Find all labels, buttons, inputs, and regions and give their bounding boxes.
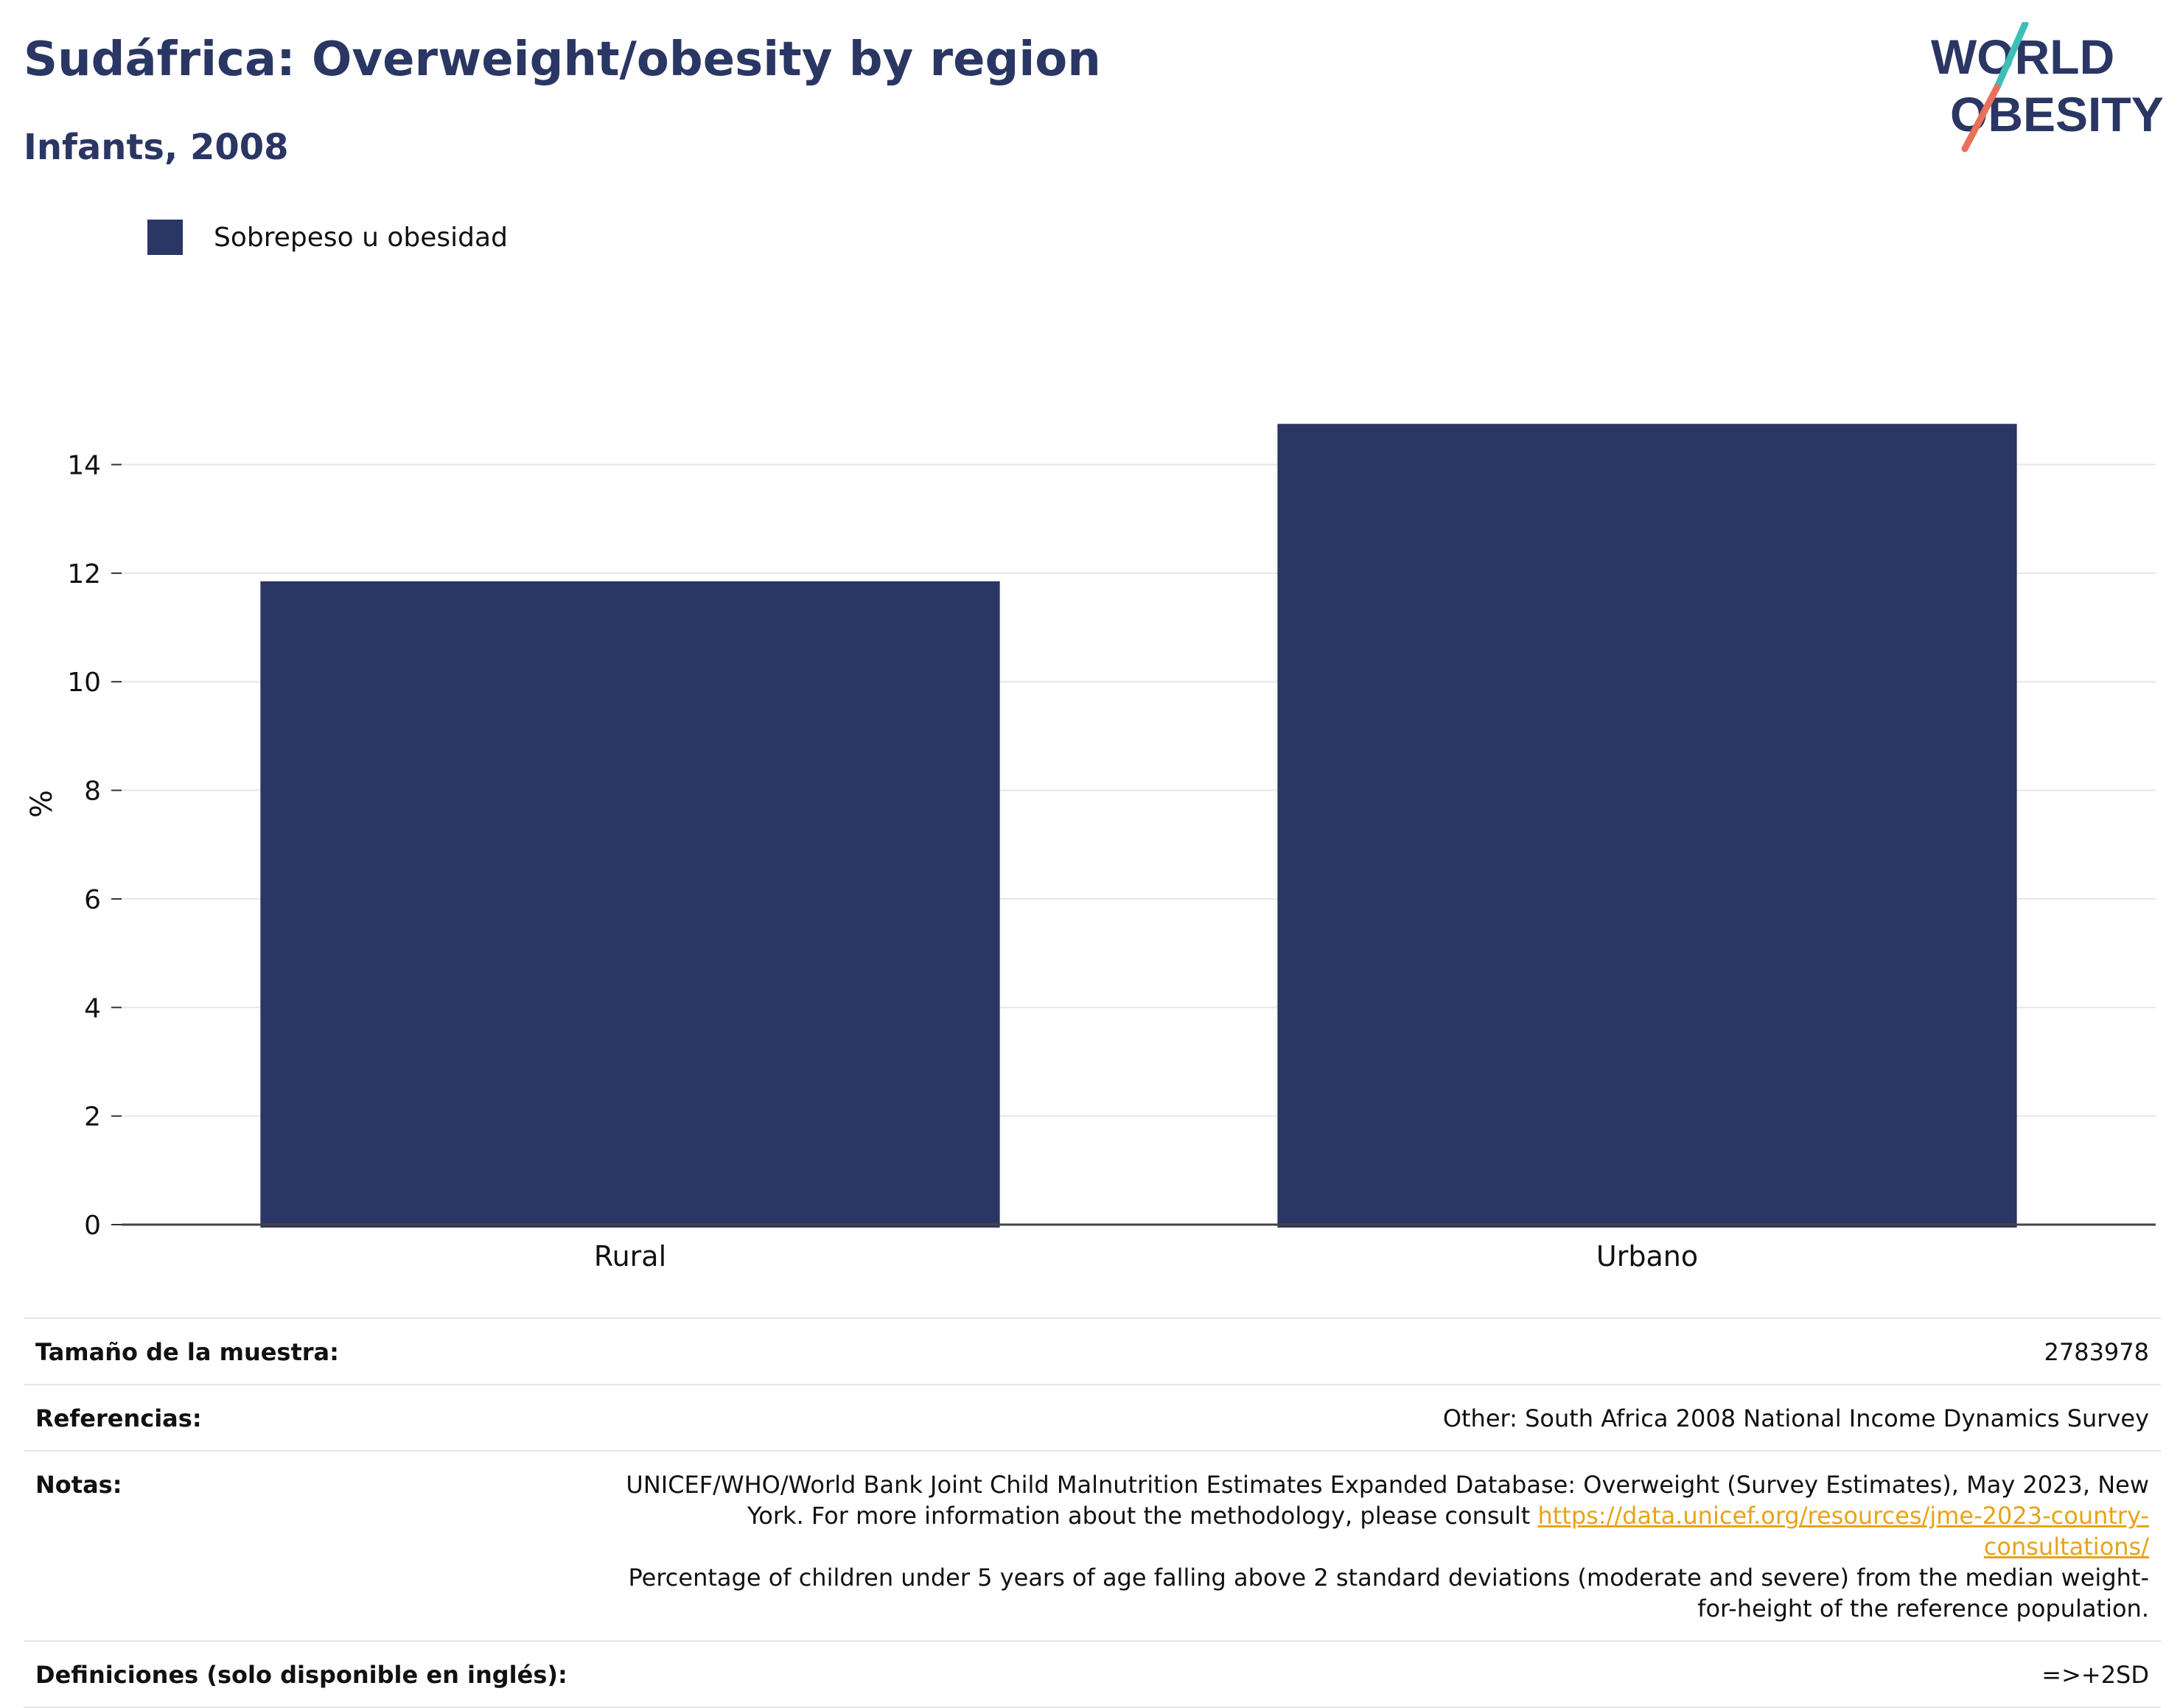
bar-rural — [260, 581, 1000, 1228]
y-tick-label: 12 — [67, 559, 101, 589]
x-tick-label: Rural — [594, 1240, 666, 1273]
info-row-references: Referencias: Other: South Africa 2008 Na… — [24, 1384, 2161, 1450]
sample-size-label: Tamaño de la muestra: — [35, 1338, 339, 1366]
chart-title: Sudáfrica: Overweight/obesity by region — [24, 32, 1101, 87]
references-value: Other: South Africa 2008 National Income… — [1442, 1404, 2149, 1432]
references-label: Referencias: — [35, 1404, 202, 1432]
info-table: Tamaño de la muestra: 2783978 Referencia… — [24, 1317, 2161, 1708]
notes-text-1: UNICEF/WHO/World Bank Joint Child Malnut… — [626, 1471, 2149, 1530]
info-row-notes: Notas: UNICEF/WHO/World Bank Joint Child… — [24, 1450, 2161, 1640]
notes-label: Notas: — [35, 1471, 122, 1499]
bar-urbano — [1277, 424, 2017, 1228]
legend-label[interactable]: Sobrepeso u obesidad — [214, 222, 508, 253]
y-tick-label: 6 — [84, 885, 101, 915]
info-row-sample: Tamaño de la muestra: 2783978 — [24, 1317, 2161, 1384]
world-obesity-logo: WORLD OBESITY — [1931, 22, 2164, 153]
y-tick-label: 14 — [67, 451, 101, 481]
notes-link[interactable]: https://data.unicef.org/resources/jme-20… — [1537, 1502, 2149, 1561]
sample-size-value: 2783978 — [2044, 1338, 2149, 1366]
y-tick-label: 8 — [84, 777, 101, 807]
bar-chart: 0 2 4 6 8 10 12 14% Rural Urbano — [25, 424, 2156, 1273]
y-tick-label: 2 — [84, 1102, 101, 1133]
chart-subtitle: Infants, 2008 — [24, 127, 289, 168]
notes-value: UNICEF/WHO/World Bank Joint Child Malnut… — [616, 1469, 2149, 1624]
notes-text-2: Percentage of children under 5 years of … — [628, 1564, 2150, 1623]
x-tick-label: Urbano — [1596, 1240, 1698, 1273]
y-tick-label: 0 — [84, 1211, 101, 1241]
logo-text-world: WORLD — [1931, 29, 2114, 84]
definitions-value: =>+2SD — [2041, 1661, 2149, 1689]
y-axis-label: % — [25, 790, 59, 818]
y-tick-label: 10 — [67, 668, 101, 698]
info-row-definitions: Definiciones (solo disponible en inglés)… — [24, 1640, 2161, 1708]
y-tick-label: 4 — [84, 993, 101, 1023]
chart-legend: Sobrepeso u obesidad — [147, 220, 508, 255]
logo-slash-coral — [1961, 83, 2001, 153]
definitions-label: Definiciones (solo disponible en inglés)… — [35, 1661, 567, 1689]
legend-swatch[interactable] — [147, 220, 183, 255]
logo-slash-teal — [1994, 22, 2029, 91]
